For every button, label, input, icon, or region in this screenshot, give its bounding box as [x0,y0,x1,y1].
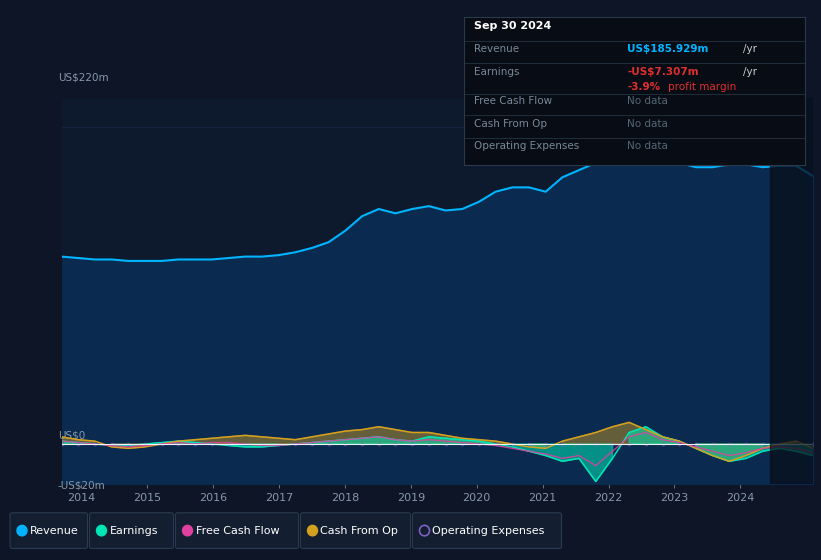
Text: Operating Expenses: Operating Expenses [474,142,580,151]
Text: profit margin: profit margin [668,82,736,92]
Text: No data: No data [627,119,668,129]
Text: Free Cash Flow: Free Cash Flow [474,96,553,106]
FancyBboxPatch shape [300,513,410,548]
Text: -3.9%: -3.9% [627,82,661,92]
FancyBboxPatch shape [412,513,562,548]
Text: /yr: /yr [743,44,757,54]
Circle shape [97,525,107,536]
Text: US$220m: US$220m [57,73,108,82]
FancyBboxPatch shape [10,513,88,548]
Text: No data: No data [627,96,668,106]
FancyBboxPatch shape [89,513,173,548]
Text: Earnings: Earnings [109,526,158,535]
Circle shape [308,525,318,536]
Text: US$185.929m: US$185.929m [627,44,709,54]
Text: -US$7.307m: -US$7.307m [627,67,699,77]
Bar [770,98,813,484]
Text: Revenue: Revenue [474,44,519,54]
Text: Cash From Op: Cash From Op [320,526,398,535]
Circle shape [182,525,192,536]
Text: US$0: US$0 [57,430,85,440]
Text: Revenue: Revenue [30,526,79,535]
Text: No data: No data [627,142,668,151]
Text: Operating Expenses: Operating Expenses [433,526,545,535]
Text: Sep 30 2024: Sep 30 2024 [474,21,552,31]
FancyBboxPatch shape [176,513,299,548]
Text: -US$20m: -US$20m [57,480,106,491]
Text: Earnings: Earnings [474,67,520,77]
Text: Free Cash Flow: Free Cash Flow [195,526,279,535]
Text: /yr: /yr [743,67,757,77]
Circle shape [17,525,27,536]
Text: Cash From Op: Cash From Op [474,119,547,129]
